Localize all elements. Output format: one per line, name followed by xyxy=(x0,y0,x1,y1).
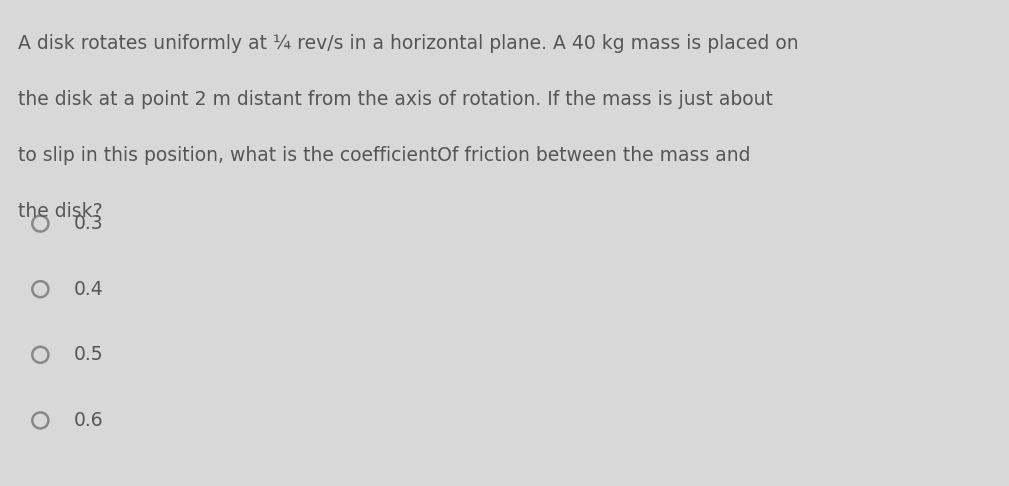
Text: 0.5: 0.5 xyxy=(74,345,103,364)
Text: A disk rotates uniformly at ¼ rev/s in a horizontal plane. A 40 kg mass is place: A disk rotates uniformly at ¼ rev/s in a… xyxy=(18,34,799,53)
Text: 0.3: 0.3 xyxy=(74,214,103,233)
Text: to slip in this position, what is the coefficientOf friction between the mass an: to slip in this position, what is the co… xyxy=(18,146,751,165)
Text: the disk at a point 2 m distant from the axis of rotation. If the mass is just a: the disk at a point 2 m distant from the… xyxy=(18,90,773,109)
Text: 0.6: 0.6 xyxy=(74,411,103,430)
Text: the disk?: the disk? xyxy=(18,202,103,221)
Text: 0.4: 0.4 xyxy=(74,279,103,299)
